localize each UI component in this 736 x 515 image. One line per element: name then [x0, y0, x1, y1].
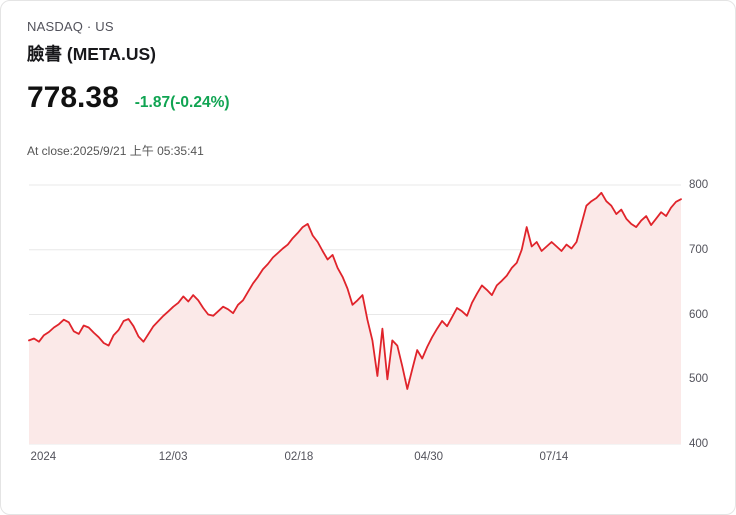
- x-axis-label: 04/30: [414, 451, 444, 463]
- x-axis-label: 2024: [30, 451, 57, 463]
- x-axis-label: 07/14: [539, 451, 569, 463]
- y-axis-label: 600: [689, 308, 709, 321]
- stock-title: 臉書 (META.US): [27, 44, 156, 64]
- y-axis-label: 400: [689, 438, 709, 450]
- x-axis-label: 12/03: [158, 451, 188, 463]
- price-row: 778.38 -1.87(-0.24%): [27, 81, 230, 115]
- y-axis-label: 500: [689, 373, 709, 386]
- stock-change: -1.87(-0.24%): [134, 94, 230, 111]
- exchange-label: NASDAQ · US: [27, 19, 114, 34]
- stock-price: 778.38: [27, 81, 119, 114]
- x-axis-label: 02/18: [284, 451, 314, 463]
- price-chart-svg[interactable]: [28, 184, 682, 445]
- y-axis-label: 700: [689, 243, 709, 256]
- y-axis-label: 800: [689, 179, 709, 191]
- quote-timestamp: At close:2025/9/21 上午 05:35:41: [27, 144, 204, 158]
- area-fill: [29, 192, 681, 444]
- price-line: [28, 191, 682, 390]
- x-axis: 2024 12/03 02/18 04/30 07/14: [29, 451, 681, 467]
- price-chart[interactable]: 400 500 600 700 800 2024 12/03 02/18 04/30 07/14: [28, 179, 708, 463]
